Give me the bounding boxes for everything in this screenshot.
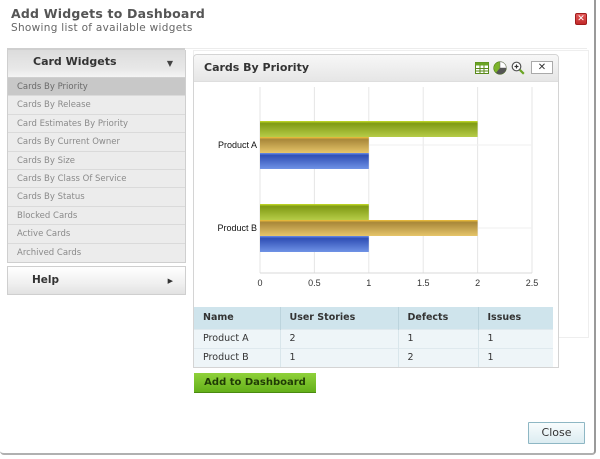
widget-remove-button[interactable]: ✕ [531, 60, 553, 74]
col-header-user-stories: User Stories [280, 307, 399, 329]
y-category-label: Product B [217, 223, 257, 233]
widget-toolbar: ✕ [475, 60, 553, 75]
close-button[interactable]: Close [528, 422, 585, 444]
chevron-down-icon: ▼ [166, 59, 173, 68]
sidebar-item-blocked-cards[interactable]: Blocked Cards [8, 207, 185, 226]
sidebar-item-cards-by-size[interactable]: Cards By Size [8, 152, 185, 170]
cell-user-stories: 1 [280, 347, 399, 367]
x-tick-label: 2 [475, 278, 480, 288]
add-to-dashboard-button[interactable]: Add to Dashboard [194, 373, 316, 393]
widget-sidebar: Card Widgets ▼ Cards By Priority Cards B… [7, 50, 186, 295]
close-icon: ✕ [537, 61, 547, 73]
sidebar-item-card-estimates-by-priority[interactable]: Card Estimates By Priority [8, 115, 185, 134]
chart-canvas: 0 0.5 1 1.5 2 2.5 Product A Product B [217, 87, 539, 288]
bar [260, 236, 369, 252]
col-header-issues: Issues [478, 307, 553, 329]
bar [260, 137, 369, 153]
cell-issues: 1 [478, 347, 553, 367]
col-header-defects: Defects [398, 307, 479, 329]
zoom-in-icon[interactable] [511, 60, 525, 75]
sidebar-item-cards-by-release[interactable]: Cards By Release [8, 96, 185, 115]
card-widgets-list: Cards By Priority Cards By Release Card … [7, 78, 186, 263]
table-row: Product B 1 2 1 [194, 347, 553, 367]
pie-chart-icon[interactable] [493, 60, 507, 75]
dialog-subtitle: Showing list of available widgets [11, 22, 193, 34]
data-table: Name User Stories Defects Issues Product… [194, 307, 553, 367]
bar [260, 121, 478, 137]
bar [260, 204, 369, 220]
card-widgets-label: Card Widgets [33, 55, 117, 68]
y-category-label: Product A [218, 140, 257, 150]
bar [260, 220, 478, 236]
widget-title: Cards By Priority [204, 61, 309, 74]
sidebar-item-archived-cards[interactable]: Archived Cards [17, 247, 82, 258]
bar [260, 153, 369, 169]
col-header-name: Name [194, 307, 281, 329]
sidebar-item-cards-by-class-of-service[interactable]: Cards By Class Of Service [8, 170, 185, 189]
dialog-close-button[interactable]: ✕ [575, 13, 587, 25]
widget-header: Cards By Priority [194, 55, 558, 82]
cell-user-stories: 2 [280, 328, 399, 348]
cell-defects: 2 [398, 347, 479, 367]
bar-chart: 0 0.5 1 1.5 2 2.5 Product A Product B [194, 83, 558, 305]
header-divider [7, 48, 587, 49]
table-header-row: Name User Stories Defects Issues [194, 307, 553, 329]
dialog-title: Add Widgets to Dashboard [11, 6, 206, 21]
help-accordion-header[interactable]: Help ▶ [7, 265, 186, 295]
x-tick-label: 0 [257, 278, 262, 288]
sidebar-item-cards-by-status[interactable]: Cards By Status [8, 188, 185, 207]
x-tick-label: 2.5 [526, 278, 539, 288]
sidebar-item-active-cards[interactable]: Active Cards [8, 225, 185, 244]
table-icon[interactable] [475, 60, 489, 74]
cell-name: Product B [194, 347, 281, 367]
x-tick-label: 1.5 [417, 278, 430, 288]
help-label: Help [32, 273, 60, 286]
cell-defects: 1 [398, 328, 479, 348]
chevron-right-icon: ▶ [167, 276, 173, 285]
sidebar-top-divider [7, 48, 185, 50]
card-widgets-accordion-header[interactable]: Card Widgets ▼ [7, 50, 186, 78]
widget-preview: Cards By Priority [193, 54, 559, 368]
sidebar-item-cards-by-current-owner[interactable]: Cards By Current Owner [8, 133, 185, 152]
table-row: Product A 2 1 1 [194, 328, 553, 348]
cell-issues: 1 [478, 328, 553, 348]
x-tick-label: 1 [366, 278, 371, 288]
cell-name: Product A [194, 328, 281, 348]
close-icon: ✕ [577, 14, 585, 24]
sidebar-item-cards-by-priority[interactable]: Cards By Priority [8, 78, 185, 97]
x-tick-label: 0.5 [308, 278, 321, 288]
